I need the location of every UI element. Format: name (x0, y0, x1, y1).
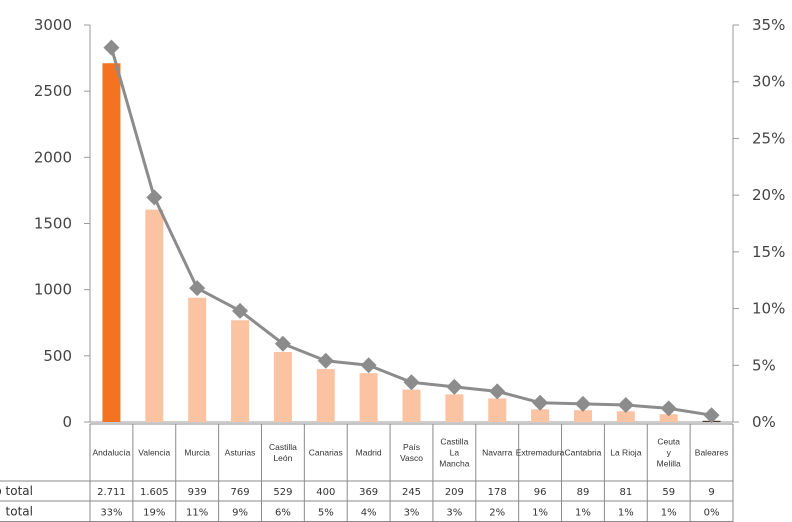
category-label: Madrid (356, 448, 382, 458)
line-marker (103, 39, 120, 56)
line-marker (446, 378, 463, 395)
table-row-label: total (6, 505, 33, 519)
bar (316, 369, 335, 422)
category-label: Castilla La Mancha (439, 437, 470, 469)
line-marker (660, 400, 677, 417)
right-tick-label: 25% (752, 129, 785, 147)
left-tick-label: 0 (62, 413, 72, 431)
table-cell: 6% (275, 508, 291, 519)
bar (359, 373, 378, 422)
right-tick-label: 5% (752, 356, 776, 374)
line-marker (232, 302, 249, 319)
table-cell: 89 (577, 487, 590, 498)
table-cell: 1% (618, 508, 634, 519)
bar (145, 209, 164, 422)
data-table: Andalucía Valencia Murcia Asturias Castilla L… (0, 423, 734, 522)
table-cell: 529 (273, 487, 292, 498)
line-marker (703, 407, 720, 424)
table-cell: 4% (361, 508, 377, 519)
table-cell: 33% (100, 508, 122, 519)
right-tick-label: 30% (752, 73, 785, 91)
line-marker (274, 335, 291, 352)
category-label: Ceuta y Melilla (657, 437, 681, 469)
category-label: Castilla León (269, 442, 297, 463)
category-label: Baleares (695, 448, 729, 458)
left-tick-label: 1000 (34, 281, 72, 299)
right-y-axis: 0% 5% 10% 15% 20% 25% 30% 35% (732, 16, 785, 431)
table-cell: 81 (619, 487, 632, 498)
left-tick-label: 1500 (34, 215, 72, 233)
left-y-axis: 0 500 1000 1500 2000 2500 3000 (34, 16, 733, 431)
left-tick-label: 2000 (34, 148, 72, 166)
bar (531, 409, 550, 422)
bar (402, 389, 421, 422)
category-label: Cantabria (565, 448, 602, 458)
bar (659, 414, 678, 422)
line-marker (146, 189, 163, 206)
line-marker (532, 394, 549, 411)
line-marker (574, 395, 591, 412)
table-cell: 11% (186, 508, 208, 519)
category-label: País Vasco (400, 442, 423, 463)
table-cell: 9 (708, 487, 714, 498)
left-tick-label: 500 (43, 347, 72, 365)
right-tick-label: 10% (752, 300, 785, 318)
category-label: Canarias (309, 448, 343, 458)
line-marker (489, 383, 506, 400)
line-marker (317, 352, 334, 369)
category-label: Navarra (482, 448, 513, 458)
percentage-line-series (103, 39, 720, 424)
right-tick-label: 0% (752, 413, 776, 431)
table-cell: 59 (662, 487, 675, 498)
table-cell: 1.605 (140, 487, 169, 498)
table-cell: 19% (143, 508, 165, 519)
table-cell: 1% (575, 508, 591, 519)
bar (231, 320, 250, 422)
left-tick-label: 3000 (34, 16, 72, 34)
bar (616, 411, 635, 422)
bar-series (102, 63, 721, 423)
table-cell: 369 (359, 487, 378, 498)
table-cell: 400 (316, 487, 335, 498)
table-cell: 3% (404, 508, 420, 519)
table-cell: 1% (661, 508, 677, 519)
category-label: Andalucía (93, 448, 131, 458)
right-tick-label: 15% (752, 243, 785, 261)
category-label: Extremadura (516, 448, 565, 458)
left-tick-label: 2500 (34, 82, 72, 100)
category-label: Valencia (138, 448, 170, 458)
table-cell: 769 (230, 487, 249, 498)
bar (573, 410, 592, 422)
category-label: Asturias (225, 448, 256, 458)
bar (488, 398, 507, 422)
bar (273, 351, 292, 422)
table-cell: 2.711 (97, 487, 126, 498)
table-cell: 2% (489, 508, 505, 519)
line-marker (189, 280, 206, 297)
category-label: La Rioja (610, 448, 641, 458)
category-label: Murcia (184, 448, 210, 458)
right-tick-label: 20% (752, 186, 785, 204)
line-marker (360, 357, 377, 374)
line-marker (403, 374, 420, 391)
bar (102, 63, 121, 423)
line-marker (617, 396, 634, 413)
bar (445, 394, 464, 422)
table-cell: 9% (232, 508, 248, 519)
table-cell: 245 (402, 487, 421, 498)
table-cell: 0% (704, 508, 720, 519)
table-cell: 939 (188, 487, 207, 498)
table-row-label: o total (0, 484, 33, 498)
table-cell: 1% (532, 508, 548, 519)
table-cell: 209 (445, 487, 464, 498)
bar (188, 297, 207, 422)
table-cell: 5% (318, 508, 334, 519)
table-cell: 96 (534, 487, 547, 498)
table-cell: 178 (488, 487, 507, 498)
table-cell: 3% (446, 508, 462, 519)
right-tick-label: 35% (752, 16, 785, 34)
